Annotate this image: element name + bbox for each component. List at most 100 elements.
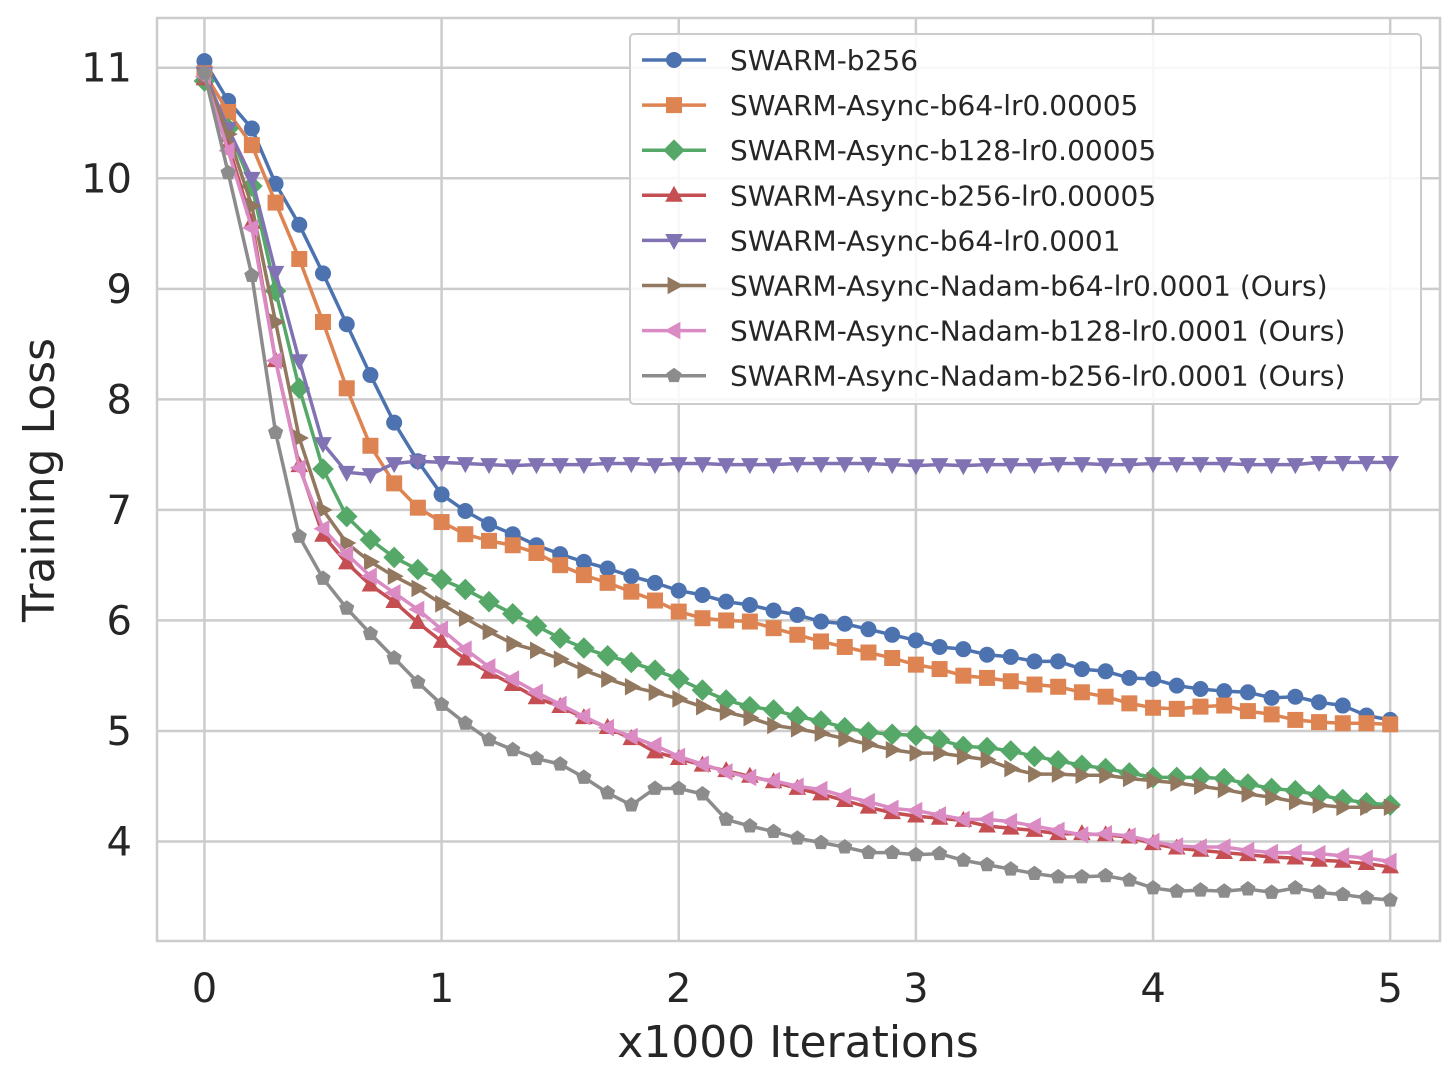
data-point [907, 656, 924, 673]
data-point [292, 429, 309, 447]
data-point [411, 579, 428, 598]
data-point [1194, 777, 1211, 796]
data-point [740, 768, 757, 787]
data-point [1028, 765, 1045, 783]
data-point [765, 602, 782, 619]
data-point [1241, 785, 1258, 803]
data-point [623, 568, 640, 585]
data-point [669, 457, 688, 474]
data-point [315, 313, 332, 330]
y-tick-label: 11 [81, 46, 132, 92]
data-point [1358, 715, 1375, 732]
data-point [692, 755, 709, 773]
data-point [719, 703, 736, 721]
data-point [243, 120, 260, 137]
data-point [1263, 689, 1280, 706]
data-point [811, 780, 828, 799]
data-point [1263, 706, 1280, 723]
data-point [573, 637, 595, 659]
data-point [385, 592, 403, 609]
data-point [885, 740, 902, 759]
legend-entry: SWARM-Async-b128-lr0.00005 [642, 134, 1156, 167]
data-point [836, 638, 853, 655]
data-point [743, 708, 760, 727]
data-point [669, 747, 686, 766]
data-point [645, 736, 662, 755]
data-point [670, 582, 687, 599]
data-point [265, 351, 282, 370]
data-point [767, 716, 784, 735]
data-point [457, 715, 473, 730]
data-point [789, 606, 806, 623]
data-point [718, 612, 735, 629]
data-point [1004, 759, 1021, 778]
data-point [647, 574, 664, 591]
legend-label: SWARM-Async-b64-lr0.0001 [730, 224, 1121, 257]
data-point [1025, 458, 1044, 475]
data-point [858, 792, 875, 811]
data-point [430, 568, 453, 591]
data-point [479, 658, 496, 676]
data-point [1383, 798, 1400, 817]
data-point [575, 553, 592, 570]
data-point [338, 380, 355, 397]
data-point [362, 367, 379, 384]
data-point [599, 560, 616, 577]
data-point [648, 683, 665, 702]
legend-label: SWARM-Async-b256-lr0.00005 [730, 179, 1156, 212]
data-point [1072, 826, 1089, 844]
data-point [1239, 684, 1256, 701]
data-point [552, 557, 569, 574]
data-point [291, 216, 308, 233]
data-point [978, 458, 996, 475]
data-point [1216, 697, 1233, 714]
data-point [789, 626, 806, 643]
data-point [576, 769, 592, 784]
data-point [741, 613, 758, 630]
data-point [906, 801, 923, 820]
data-point [528, 545, 545, 562]
data-point [525, 615, 548, 637]
data-point [623, 583, 640, 600]
data-point [667, 668, 690, 690]
data-point [693, 457, 712, 474]
data-point [409, 454, 427, 471]
data-point [933, 744, 950, 762]
data-point [1169, 883, 1185, 898]
data-point [765, 620, 782, 637]
y-axis-label: Training Loss [14, 338, 65, 623]
data-point [883, 458, 901, 475]
data-point [717, 458, 735, 475]
data-point [575, 567, 592, 584]
x-axis-label: x1000 Iterations [617, 1017, 979, 1068]
data-point [1050, 678, 1067, 695]
plot-frame [155, 16, 1442, 943]
data-point [671, 780, 687, 795]
data-point [1262, 843, 1279, 862]
data-point [1001, 812, 1018, 831]
data-point [526, 683, 543, 702]
tick-labels: 0 1 2 3 4 5 4 5 6 7 8 9 10 11 [81, 46, 1403, 1012]
data-point [999, 740, 1022, 762]
data-point [1287, 711, 1304, 728]
data-point [788, 457, 807, 474]
series-6 [198, 67, 1400, 817]
legend-label: SWARM-Async-Nadam-b128-lr0.0001 (Ours) [730, 315, 1345, 348]
data-point [790, 719, 807, 738]
data-point [1050, 653, 1067, 670]
data-point [1051, 765, 1068, 783]
data-point [1333, 847, 1350, 865]
y-tick-label: 9 [107, 267, 132, 313]
data-point [979, 646, 996, 663]
data-point [716, 763, 733, 781]
data-point [1050, 868, 1066, 884]
legend-marker [667, 276, 684, 295]
data-point [409, 499, 426, 516]
data-point [1381, 455, 1399, 472]
data-point [455, 640, 472, 658]
legend-entry: SWARM-Async-b64-lr0.00005 [642, 89, 1138, 122]
data-point [359, 528, 382, 551]
legend-label: SWARM-Async-b128-lr0.00005 [730, 134, 1156, 167]
data-point [340, 534, 357, 552]
